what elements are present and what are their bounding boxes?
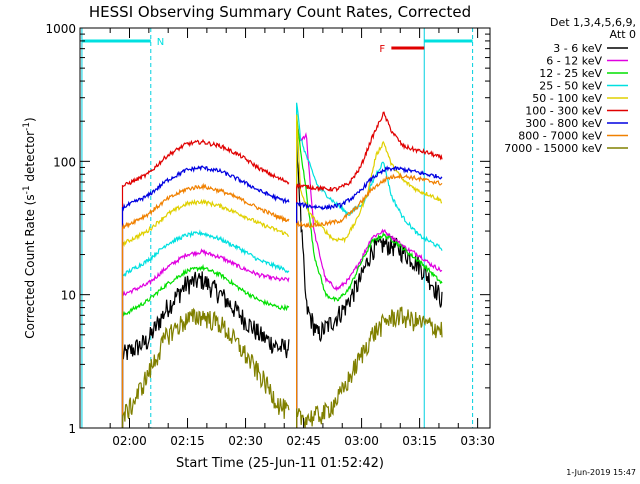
series-line bbox=[121, 113, 443, 428]
y-tick-label: 100 bbox=[53, 155, 76, 169]
series-line bbox=[121, 172, 443, 428]
legend-label: 100 - 300 keV bbox=[525, 105, 602, 118]
axes: 1 10 100 1000 02:00 02:15 02:30 02:45 03:00 03:15… bbox=[45, 22, 494, 448]
y-axis-label: Corrected Count Rate (s-1 detector-1) bbox=[22, 117, 37, 338]
night-label: N bbox=[157, 37, 164, 48]
legend-label: 12 - 25 keV bbox=[539, 67, 602, 80]
series-line bbox=[121, 111, 443, 428]
legend-label: 50 - 100 keV bbox=[532, 92, 602, 105]
x-tick-label: 02:00 bbox=[112, 434, 147, 448]
series-line bbox=[121, 165, 443, 428]
timestamp: 1-Jun-2019 15:47 bbox=[566, 468, 636, 477]
x-tick-label: 03:00 bbox=[344, 434, 379, 448]
chart-title: HESSI Observing Summary Count Rates, Cor… bbox=[89, 3, 471, 21]
x-axis-label: Start Time (25-Jun-11 01:52:42) bbox=[176, 456, 384, 471]
plot-frame bbox=[79, 27, 491, 429]
series-line bbox=[121, 120, 443, 428]
y-tick-label: 1 bbox=[68, 422, 76, 436]
legend-label: 6 - 12 keV bbox=[546, 55, 602, 68]
legend-label: 25 - 50 keV bbox=[539, 80, 602, 93]
y-tick-label: 10 bbox=[61, 289, 76, 303]
observing-markers: NF bbox=[81, 28, 474, 428]
series-line bbox=[121, 124, 443, 428]
flare-label: F bbox=[379, 44, 385, 55]
series-line bbox=[121, 114, 443, 428]
x-tick-label: 03:15 bbox=[402, 434, 437, 448]
legend-label: 300 - 800 keV bbox=[525, 117, 602, 130]
series-layer bbox=[121, 102, 443, 429]
legend-label: 3 - 6 keV bbox=[553, 42, 602, 55]
legend-label: 800 - 7000 keV bbox=[518, 130, 602, 143]
x-tick-label: 02:45 bbox=[286, 434, 321, 448]
legend-header-line-2: Att 0 bbox=[610, 28, 636, 41]
y-tick-label: 1000 bbox=[45, 22, 76, 36]
x-tick-label: 02:30 bbox=[228, 434, 263, 448]
x-tick-label: 03:30 bbox=[460, 434, 495, 448]
legend-label: 7000 - 15000 keV bbox=[504, 142, 602, 155]
series-line bbox=[121, 306, 443, 429]
legend-header-line-1: Det 1,3,4,5,6,9, bbox=[550, 16, 636, 29]
x-tick-label: 02:15 bbox=[170, 434, 205, 448]
